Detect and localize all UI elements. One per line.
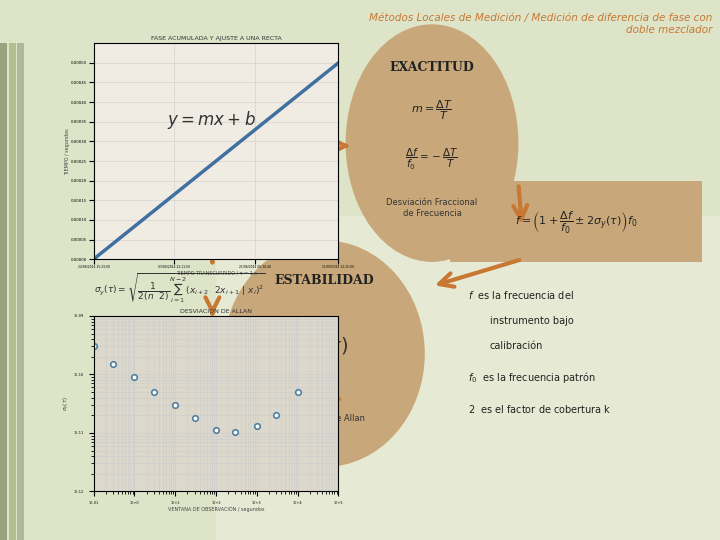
Text: instrumento bajo: instrumento bajo	[490, 316, 573, 326]
Text: $\dfrac{\Delta f}{f_0} = -\dfrac{\Delta T}{T}$: $\dfrac{\Delta f}{f_0} = -\dfrac{\Delta …	[405, 147, 459, 172]
FancyBboxPatch shape	[450, 181, 702, 262]
Title: DESVIACIÓN DE ALLAN: DESVIACIÓN DE ALLAN	[180, 309, 252, 314]
X-axis label: TIEMPO TRANSCURRIDO / τ = 1 s: TIEMPO TRANSCURRIDO / τ = 1 s	[176, 271, 256, 276]
Text: Desviación Fraccional
de Frecuencia: Desviación Fraccional de Frecuencia	[387, 198, 477, 218]
Y-axis label: $\sigma_y(\tau)$: $\sigma_y(\tau)$	[62, 396, 72, 411]
Bar	[9, 43, 16, 540]
Text: EXACTITUD: EXACTITUD	[390, 61, 474, 74]
Text: $y = mx + b$: $y = mx + b$	[167, 109, 256, 131]
Text: $\sigma_y(\tau) = \sqrt{\dfrac{1}{2(n\ \ 2)}\sum_{i=1}^{N-2}(x_{i+2}\ \ 2x_{i+1}: $\sigma_y(\tau) = \sqrt{\dfrac{1}{2(n\ \…	[94, 271, 266, 305]
Text: $2$  es el factor de cobertura k: $2$ es el factor de cobertura k	[468, 403, 611, 415]
Bar	[0, 43, 7, 540]
Text: Métodos Locales de Medición / Medición de diferencia de fase con
doble mezclador: Métodos Locales de Medición / Medición d…	[369, 14, 713, 35]
Title: FASE ACUMULADA Y AJUSTE A UNA RECTA: FASE ACUMULADA Y AJUSTE A UNA RECTA	[150, 36, 282, 42]
Ellipse shape	[346, 24, 518, 262]
Y-axis label: TIEMPO / segundos: TIEMPO / segundos	[65, 128, 70, 174]
Text: $\sigma_y(\tau)$: $\sigma_y(\tau)$	[300, 335, 348, 361]
X-axis label: VENTANA DE OBSERVACIÓN / segundos: VENTANA DE OBSERVACIÓN / segundos	[168, 507, 264, 512]
Text: calibración: calibración	[490, 341, 543, 352]
Text: $m = \dfrac{\Delta T}{T}$: $m = \dfrac{\Delta T}{T}$	[411, 99, 453, 123]
Text: ESTABILIDAD: ESTABILIDAD	[274, 274, 374, 287]
Bar	[17, 43, 24, 540]
Text: $f = \left(1 + \dfrac{\Delta f}{f_0} \pm 2\sigma_y(\tau)\right)f_0$: $f = \left(1 + \dfrac{\Delta f}{f_0} \pm…	[515, 210, 637, 235]
Text: $f$  es la frecuencia del: $f$ es la frecuencia del	[468, 289, 574, 301]
Bar	[216, 216, 720, 540]
Text: $f_0$  es la frecuencia patrón: $f_0$ es la frecuencia patrón	[468, 370, 596, 385]
Text: Desviación de Allan: Desviación de Allan	[282, 414, 366, 423]
Ellipse shape	[223, 240, 425, 467]
